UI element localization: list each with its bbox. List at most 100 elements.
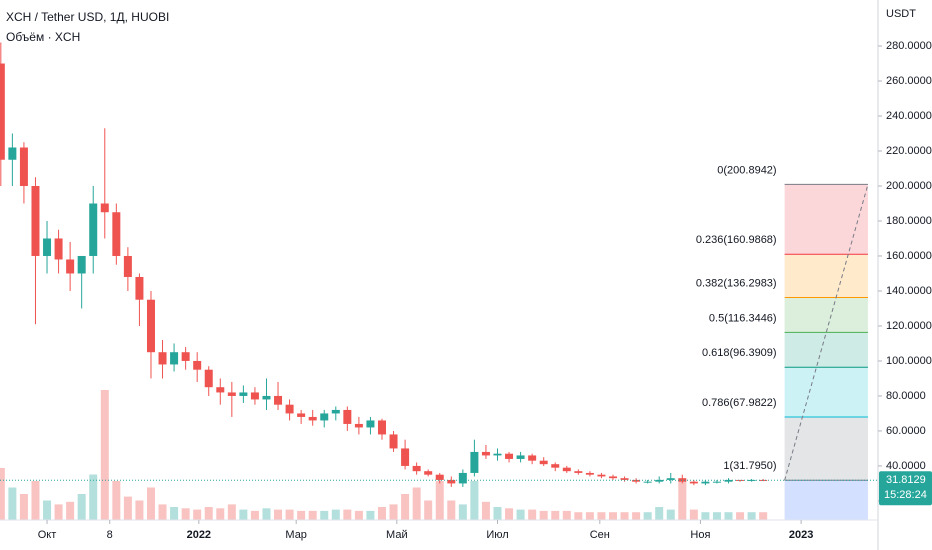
volume-bar <box>343 509 352 520</box>
volume-bar <box>158 504 167 520</box>
candle-body <box>608 476 617 479</box>
candle-body <box>354 423 363 428</box>
candle-body <box>123 255 132 277</box>
y-tick-label: 100.0000 <box>886 355 932 367</box>
candle-body <box>458 472 467 484</box>
candle-body <box>193 360 202 370</box>
volume-bar <box>77 494 86 520</box>
volume-bar <box>447 500 456 520</box>
volume-bar <box>227 504 236 520</box>
candle-body <box>366 420 375 428</box>
volume-bar <box>31 481 40 520</box>
volume-bar <box>193 509 202 520</box>
candle-body <box>447 479 456 484</box>
volume-bar <box>239 509 248 520</box>
volume-bar <box>135 500 144 520</box>
volume-bar <box>366 510 375 520</box>
fib-level-label: 0.618(96.3909) <box>702 347 777 359</box>
candle-body <box>239 392 248 396</box>
fib-extension-band <box>784 480 868 520</box>
candle-body <box>516 455 525 459</box>
volume-bar <box>285 509 294 520</box>
candle-body <box>66 259 75 274</box>
volume-bar <box>724 512 733 520</box>
fib-level-label: 0.5(116.3446) <box>709 312 777 324</box>
volume-bar <box>297 510 306 520</box>
candle-body <box>19 147 28 186</box>
volume-bar <box>43 500 52 520</box>
volume-bar <box>216 508 225 520</box>
y-tick-label: 200.0000 <box>886 180 932 192</box>
volume-bar <box>89 474 98 520</box>
fib-level-label: 0.786(67.9822) <box>702 397 777 409</box>
candle-body <box>736 479 745 481</box>
candle-body <box>470 451 479 473</box>
y-tick-label: 120.0000 <box>886 320 932 332</box>
candle-body <box>31 185 40 256</box>
candle-body <box>643 481 652 483</box>
candle-body <box>632 479 641 482</box>
candle-body <box>424 471 433 475</box>
volume-bar <box>528 509 537 520</box>
candle-body <box>135 276 144 300</box>
volume-bar <box>100 390 109 520</box>
candle-body <box>227 392 236 396</box>
candle-body <box>262 395 271 400</box>
volume-bar <box>424 500 433 520</box>
volume-bar <box>401 494 410 520</box>
volume-bar <box>701 512 710 520</box>
candle-body <box>89 203 98 256</box>
volume-bar <box>250 510 259 520</box>
volume-bar <box>262 508 271 520</box>
volume-bar <box>481 501 490 520</box>
candle-body <box>181 352 190 361</box>
volume-bar <box>643 512 652 520</box>
volume-bar <box>712 512 721 520</box>
y-tick-label: 240.0000 <box>886 110 932 122</box>
candle-body <box>481 451 490 456</box>
volume-bar <box>551 510 560 520</box>
volume-bar <box>585 512 594 520</box>
candle-body <box>250 392 259 400</box>
volume-bar <box>516 509 525 520</box>
y-tick-label: 160.0000 <box>886 250 932 262</box>
candle-body <box>331 409 340 414</box>
x-tick-label: Сен <box>590 529 610 541</box>
y-tick-label: 280.0000 <box>886 40 932 52</box>
candle-body <box>320 413 329 421</box>
volume-bar <box>389 504 398 520</box>
candle-body <box>724 479 733 482</box>
candle-body <box>505 453 514 459</box>
last-price-label: 31.8129 <box>886 474 926 486</box>
y-tick-label: 260.0000 <box>886 75 932 87</box>
fib-band <box>784 332 868 368</box>
volume-bar <box>689 509 698 520</box>
fib-level-label: 1(31.7950) <box>723 460 776 472</box>
volume-bar <box>539 510 548 520</box>
candle-body <box>620 478 629 480</box>
x-tick-label: Мар <box>285 529 307 541</box>
fib-level-label: 0.236(160.9868) <box>696 234 777 246</box>
volume-bar <box>747 512 756 520</box>
volume-bar <box>435 481 444 520</box>
volume-bar <box>620 512 629 520</box>
volume-bar <box>470 481 479 520</box>
candle-body <box>343 409 352 424</box>
volume-bar <box>123 496 132 520</box>
candle-body <box>308 416 317 421</box>
candle-body <box>551 464 560 468</box>
currency-label: USDT <box>886 8 916 20</box>
volume-bar <box>608 512 617 520</box>
fib-band <box>784 367 868 417</box>
volume-bar <box>331 509 340 520</box>
x-tick-label: Май <box>386 529 408 541</box>
candle-body <box>597 474 606 477</box>
volume-bar <box>655 507 664 520</box>
y-tick-label: 40.0000 <box>886 460 926 472</box>
volume-label: Объём · XCH <box>6 30 80 44</box>
fib-band <box>784 184 868 255</box>
y-tick-label: 60.0000 <box>886 425 926 437</box>
candle-body <box>146 299 155 353</box>
